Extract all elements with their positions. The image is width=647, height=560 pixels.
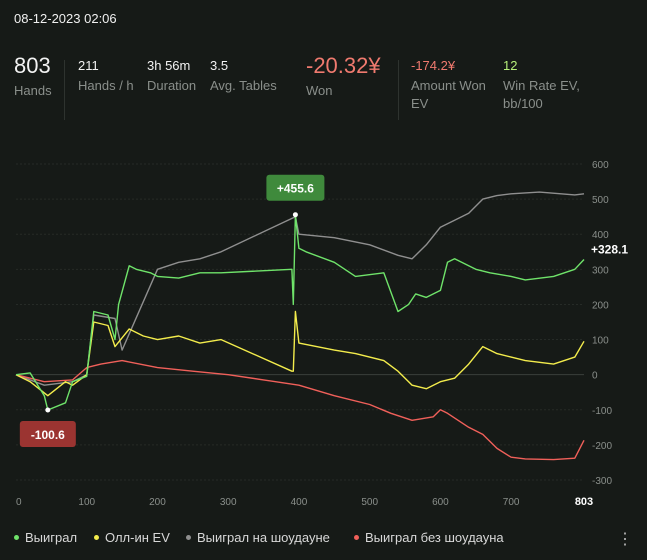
max-badge xyxy=(266,174,325,201)
x-tick-label: 700 xyxy=(503,497,520,508)
stat-hands-label: Hands xyxy=(14,83,52,98)
stat-amount-won-ev-label: Amount Won EV xyxy=(411,78,486,111)
y-tick-label: 400 xyxy=(592,230,609,241)
stat-avg-tables-value: 3.5 xyxy=(210,58,229,73)
x-tick-label: 500 xyxy=(361,497,378,508)
x-tick-label: 200 xyxy=(149,497,166,508)
legend-dot-won xyxy=(14,535,19,540)
stat-duration: 3h 56m Duration xyxy=(147,58,196,95)
y-tick-label: 500 xyxy=(592,195,609,206)
results-graph[interactable]: 600 500 400 300 200 100 0 -100 -200 -300 0 100 200 30… xyxy=(0,140,647,515)
series-line-allin-ev[interactable] xyxy=(15,310,585,397)
x-tick-label: 400 xyxy=(291,497,308,508)
y-tick-label: 200 xyxy=(592,300,609,311)
stat-won: -20.32¥ Won xyxy=(306,53,381,100)
stat-amount-won-ev-value: -174.2¥ xyxy=(411,58,456,73)
legend-item-non-showdown[interactable]: Выиграл без шоудауна xyxy=(354,530,504,545)
max-point xyxy=(292,212,298,218)
max-badge-label: +455.6 xyxy=(277,182,314,196)
divider xyxy=(64,60,65,120)
series-line-non-showdown[interactable] xyxy=(15,359,585,461)
session-timestamp: 08-12-2023 02:06 xyxy=(14,11,117,26)
end-value-label: +328.1 xyxy=(591,242,628,256)
min-badge-label: -100.6 xyxy=(31,428,65,442)
series-line-showdown[interactable] xyxy=(15,191,585,386)
stat-win-rate-ev: 12 Win Rate EV, bb/100 xyxy=(503,58,593,113)
stat-amount-won-ev: -174.2¥ Amount Won EV xyxy=(411,58,496,113)
legend-label-allin-ev: Олл-ин EV xyxy=(105,530,170,545)
min-badge xyxy=(19,420,76,447)
stat-win-rate-ev-value: 12 xyxy=(503,58,518,73)
y-tick-label: 0 xyxy=(592,371,598,382)
legend-label-non-showdown: Выиграл без шоудауна xyxy=(365,530,504,545)
stat-won-value: -20.32¥ xyxy=(306,53,381,78)
series-line-won[interactable] xyxy=(15,214,585,411)
y-tick-label: -300 xyxy=(592,476,612,487)
chart-legend: Выиграл Олл-ин EV Выиграл на шоудауне Вы… xyxy=(0,528,647,550)
y-tick-label: 100 xyxy=(592,336,609,347)
x-tick-label: 600 xyxy=(432,497,449,508)
stat-duration-label: Duration xyxy=(147,78,197,93)
y-tick-label: -200 xyxy=(592,441,612,452)
legend-dot-non-showdown xyxy=(354,535,359,540)
stat-duration-value: 3h 56m xyxy=(147,58,191,73)
legend-item-allin-ev[interactable]: Олл-ин EV xyxy=(94,530,170,545)
legend-dot-allin-ev xyxy=(94,535,99,540)
legend-label-won: Выиграл xyxy=(25,530,78,545)
min-point xyxy=(45,407,51,413)
x-tick-label: 0 xyxy=(16,497,22,508)
stats-bar: 803 Hands 211 Hands / h 3h 56m Duration … xyxy=(0,53,647,128)
stat-hands: 803 Hands xyxy=(14,53,52,100)
stat-hands-value: 803 xyxy=(14,53,51,78)
x-tick-label: 100 xyxy=(78,497,95,508)
stat-avg-tables-label: Avg. Tables xyxy=(210,78,277,93)
y-tick-label: 300 xyxy=(592,265,609,276)
x-tick-label: 803 xyxy=(575,496,593,508)
legend-item-showdown[interactable]: Выиграл на шоудауне xyxy=(186,530,330,545)
y-tick-label: 600 xyxy=(592,160,609,171)
x-tick-label: 300 xyxy=(220,497,237,508)
stat-won-label: Won xyxy=(306,83,333,98)
legend-dot-showdown xyxy=(186,535,191,540)
stat-hands-per-hour-value: 211 xyxy=(78,58,99,73)
stat-avg-tables: 3.5 Avg. Tables xyxy=(210,58,277,95)
legend-item-won[interactable]: Выиграл xyxy=(14,530,77,545)
stat-hands-per-hour: 211 Hands / h xyxy=(78,58,134,95)
legend-label-showdown: Выиграл на шоудауне xyxy=(197,530,330,545)
y-tick-label: -100 xyxy=(592,406,612,417)
more-vertical-icon[interactable]: ⋮ xyxy=(617,531,633,548)
stat-win-rate-ev-label: Win Rate EV, bb/100 xyxy=(503,78,580,111)
stat-hands-per-hour-label: Hands / h xyxy=(78,78,134,93)
divider xyxy=(398,60,399,120)
